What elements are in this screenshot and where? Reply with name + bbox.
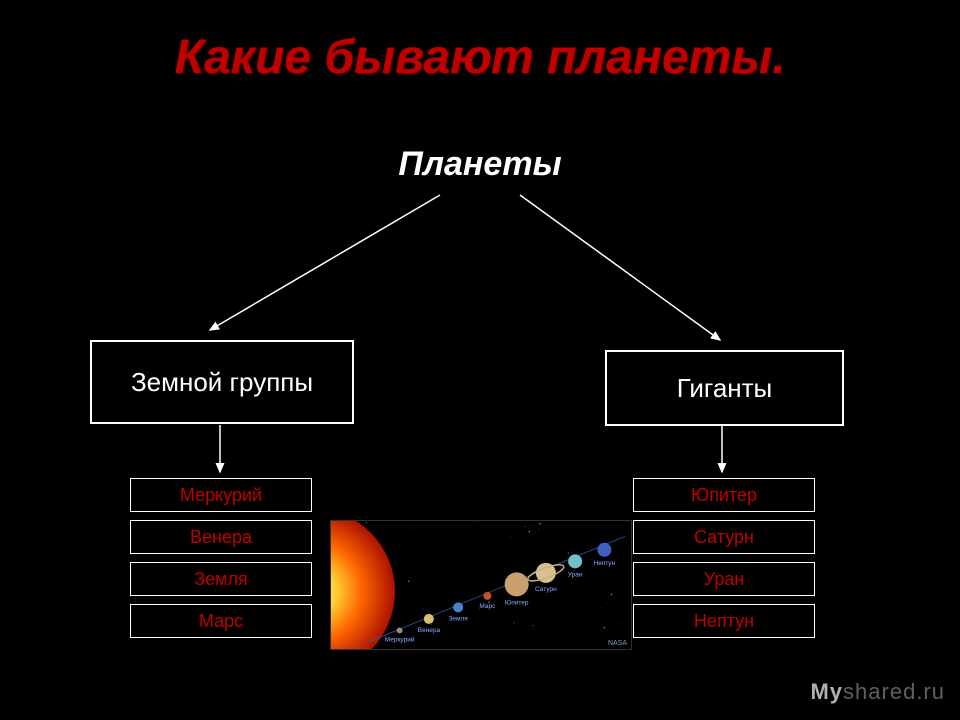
group-giants: Гиганты (605, 350, 844, 426)
svg-text:Меркурий: Меркурий (385, 635, 415, 643)
svg-text:NASA: NASA (608, 640, 627, 647)
watermark-suffix: shared.ru (843, 679, 945, 704)
svg-text:Венера: Венера (418, 627, 441, 634)
subtitle: Планеты (0, 145, 960, 184)
watermark-prefix: My (810, 679, 843, 704)
planet-label: Марс (199, 611, 243, 632)
planet-label: Нептун (694, 611, 754, 632)
svg-text:Марс: Марс (759, 664, 770, 669)
svg-text:Земля: Земля (448, 615, 468, 622)
planet-box: Сатурн (633, 520, 815, 554)
svg-text:Юпитер: Юпитер (776, 662, 792, 667)
page-title: Какие бывают планеты. (0, 30, 960, 85)
group-terrestrial-label: Земной группы (131, 367, 313, 398)
svg-text:Юпитер: Юпитер (505, 599, 529, 606)
solar-system-image: МеркурийВенера Земля Марс Юпитер Сатурн Уран Н… (330, 520, 632, 650)
svg-text:Меркурий: Меркурий (696, 687, 716, 692)
watermark: Myshared.ru (810, 679, 945, 705)
planet-label: Венера (190, 527, 252, 548)
svg-text:Земля: Земля (738, 673, 752, 678)
svg-text:Уран: Уран (568, 571, 583, 578)
svg-text:Сатурн: Сатурн (796, 653, 811, 658)
planet-label: Юпитер (691, 485, 757, 506)
svg-text:Марс: Марс (479, 603, 496, 610)
planet-box: Нептун (633, 604, 815, 638)
svg-text:Нептун: Нептун (594, 560, 616, 567)
svg-text:Уран: Уран (818, 643, 828, 648)
planet-label: Меркурий (180, 485, 262, 506)
planet-label: Сатурн (694, 527, 754, 548)
planet-box: Юпитер (633, 478, 815, 512)
planet-label: Уран (704, 569, 745, 590)
planet-label: Земля (194, 569, 248, 590)
svg-text:Венера: Венера (718, 680, 733, 685)
planet-box: Земля (130, 562, 312, 596)
group-terrestrial: Земной группы (90, 340, 354, 424)
planet-box: Венера (130, 520, 312, 554)
planet-box: Марс (130, 604, 312, 638)
svg-text:Нептун: Нептун (835, 635, 850, 640)
planet-box: Меркурий (130, 478, 312, 512)
planet-box: Уран (633, 562, 815, 596)
svg-text:Сатурн: Сатурн (535, 586, 557, 593)
group-giants-label: Гиганты (677, 373, 772, 404)
